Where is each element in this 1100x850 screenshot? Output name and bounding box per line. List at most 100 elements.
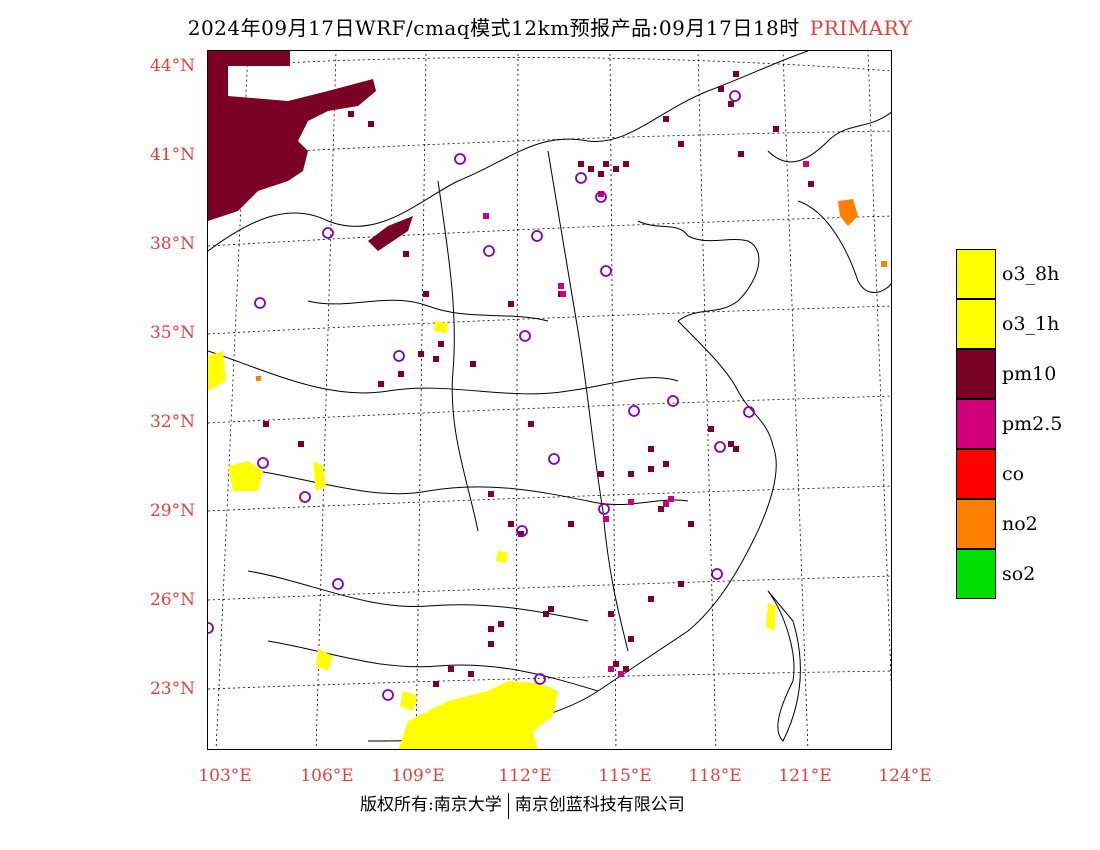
map-canvas <box>208 51 891 749</box>
lon-label-112: 112°E <box>498 766 552 786</box>
pm10-cell <box>470 361 476 367</box>
pm10-cell <box>663 116 669 122</box>
pm25-cell <box>483 213 489 219</box>
o3-area-south <box>208 321 776 749</box>
pm10-cell <box>528 421 534 427</box>
station-marker <box>332 578 344 590</box>
station-marker <box>548 453 560 465</box>
station-marker <box>382 689 394 701</box>
station-marker <box>454 153 466 165</box>
legend-label: pm2.5 <box>1002 413 1063 435</box>
footer-divider <box>507 792 509 819</box>
pm10-cell <box>773 126 779 132</box>
legend-swatch <box>956 449 996 499</box>
station-marker <box>743 406 755 418</box>
legend-item-pm10: pm10 <box>956 349 1086 399</box>
lat-label-41: 41°N <box>149 145 195 165</box>
pm10-cell <box>738 151 744 157</box>
pm10-cell <box>598 171 604 177</box>
station-marker <box>516 525 528 537</box>
pm10-cell <box>613 166 619 172</box>
pm10-cell <box>348 111 354 117</box>
station-marker <box>714 441 726 453</box>
pm10-cell <box>678 581 684 587</box>
station-marker <box>257 457 269 469</box>
longitude-gridlines <box>215 51 891 749</box>
pm25-cell <box>598 191 604 197</box>
pm10-cell <box>418 351 424 357</box>
lat-label-26: 26°N <box>149 590 195 610</box>
pollution-patches <box>263 71 814 687</box>
pm10-cell <box>263 421 269 427</box>
legend-label: no2 <box>1002 513 1038 535</box>
pm10-cell <box>733 71 739 77</box>
station-marker <box>393 350 405 362</box>
pm10-cell <box>628 636 634 642</box>
station-marker <box>598 503 610 515</box>
pm10-cell <box>678 141 684 147</box>
pm10-cell <box>498 621 504 627</box>
legend-swatch <box>956 549 996 599</box>
copyright-footer: 版权所有:南京大学 南京创蓝科技有限公司 <box>360 790 685 819</box>
pm10-cell <box>603 161 609 167</box>
pm25-cell <box>663 501 669 507</box>
pm10-cell <box>548 606 554 612</box>
pm10-cell <box>658 506 664 512</box>
copyright-left: 版权所有:南京大学 <box>360 795 502 815</box>
pm10-cell <box>648 466 654 472</box>
map-title: 2024年09月17日WRF/cmaq模式12km预报产品:09月17日18时 P… <box>0 12 1100 41</box>
pm10-cell <box>708 426 714 432</box>
pm10-cell <box>433 356 439 362</box>
station-marker <box>254 297 266 309</box>
title-primary-tag: PRIMARY <box>809 16 913 40</box>
legend-label: co <box>1002 463 1025 485</box>
map-legend: o3_8h o3_1h pm10 pm2.5 co no2 so2 <box>956 249 1086 599</box>
pm10-cell <box>733 446 739 452</box>
pm10-area-northwest <box>208 51 413 251</box>
pm10-cell <box>423 291 429 297</box>
legend-item-o3-8h: o3_8h <box>956 249 1086 299</box>
legend-item-o3-1h: o3_1h <box>956 299 1086 349</box>
lat-label-23: 23°N <box>149 679 195 699</box>
legend-swatch <box>956 299 996 349</box>
pm10-cell <box>808 181 814 187</box>
lon-label-124: 124°E <box>878 766 932 786</box>
station-marker <box>711 568 723 580</box>
legend-item-so2: so2 <box>956 549 1086 599</box>
pollution-map[interactable] <box>207 50 892 750</box>
pm25-cell <box>668 496 674 502</box>
lat-label-29: 29°N <box>149 501 195 521</box>
legend-item-no2: no2 <box>956 499 1086 549</box>
lon-label-118: 118°E <box>688 766 742 786</box>
pm25-cell <box>628 499 634 505</box>
station-marker <box>729 90 741 102</box>
pm10-cell <box>588 166 594 172</box>
legend-label: so2 <box>1002 563 1036 585</box>
pm10-cell <box>488 641 494 647</box>
lon-label-121: 121°E <box>778 766 832 786</box>
lat-label-35: 35°N <box>149 323 195 343</box>
station-markers <box>208 90 755 701</box>
legend-label: o3_8h <box>1002 263 1060 285</box>
pm25-cell <box>608 666 614 672</box>
pm10-cell <box>368 121 374 127</box>
pm10-cell <box>598 471 604 477</box>
station-marker <box>534 673 546 685</box>
pm25-cell <box>560 291 566 297</box>
station-marker <box>208 622 214 634</box>
station-marker <box>299 491 311 503</box>
pm10-cell <box>628 471 634 477</box>
pm10-cell <box>663 461 669 467</box>
station-marker <box>595 191 607 203</box>
lon-label-109: 109°E <box>391 766 445 786</box>
pm10-cell <box>543 611 549 617</box>
station-marker <box>575 172 587 184</box>
pm10-cell <box>378 381 384 387</box>
pm10-cell <box>298 441 304 447</box>
legend-swatch <box>956 349 996 399</box>
legend-label: o3_1h <box>1002 313 1060 335</box>
pm10-cell <box>568 521 574 527</box>
lon-label-115: 115°E <box>598 766 652 786</box>
title-main: 2024年09月17日WRF/cmaq模式12km预报产品:09月17日18时 <box>187 16 800 40</box>
pm10-cell <box>448 666 454 672</box>
